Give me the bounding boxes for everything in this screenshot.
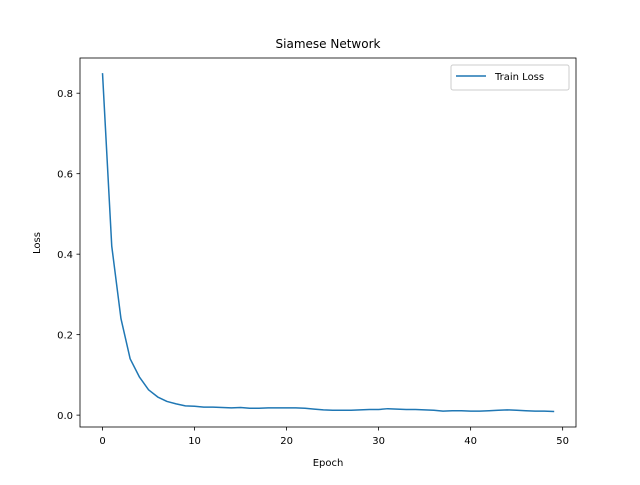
x-tick-label: 10	[188, 436, 201, 447]
legend: Train Loss	[450, 64, 570, 91]
y-tick-label: 0.6	[57, 170, 73, 181]
axes-frame	[79, 57, 577, 428]
x-tick-label: 50	[556, 436, 569, 447]
x-axis-ticks: 0 10 20 30 40 50	[99, 427, 569, 447]
y-axis-ticks: 0.0 0.2 0.4 0.6 0.8	[57, 89, 80, 422]
x-tick-label: 30	[372, 436, 385, 447]
x-tick-label: 40	[464, 436, 477, 447]
x-axis-label: Epoch	[313, 458, 344, 469]
chart-title: Siamese Network	[276, 37, 381, 51]
legend-box	[450, 64, 570, 91]
y-tick-label: 0.2	[57, 331, 73, 342]
y-tick-label: 0.8	[57, 89, 73, 100]
series-line-train-loss	[101, 73, 555, 413]
plot-area	[101, 73, 555, 413]
y-axis-label: Loss	[32, 232, 43, 254]
y-tick-label: 0.0	[57, 411, 73, 422]
legend-label-train-loss: Train Loss	[494, 72, 544, 83]
x-tick-label: 0	[99, 436, 105, 447]
x-tick-label: 20	[280, 436, 293, 447]
y-tick-label: 0.4	[57, 250, 73, 261]
